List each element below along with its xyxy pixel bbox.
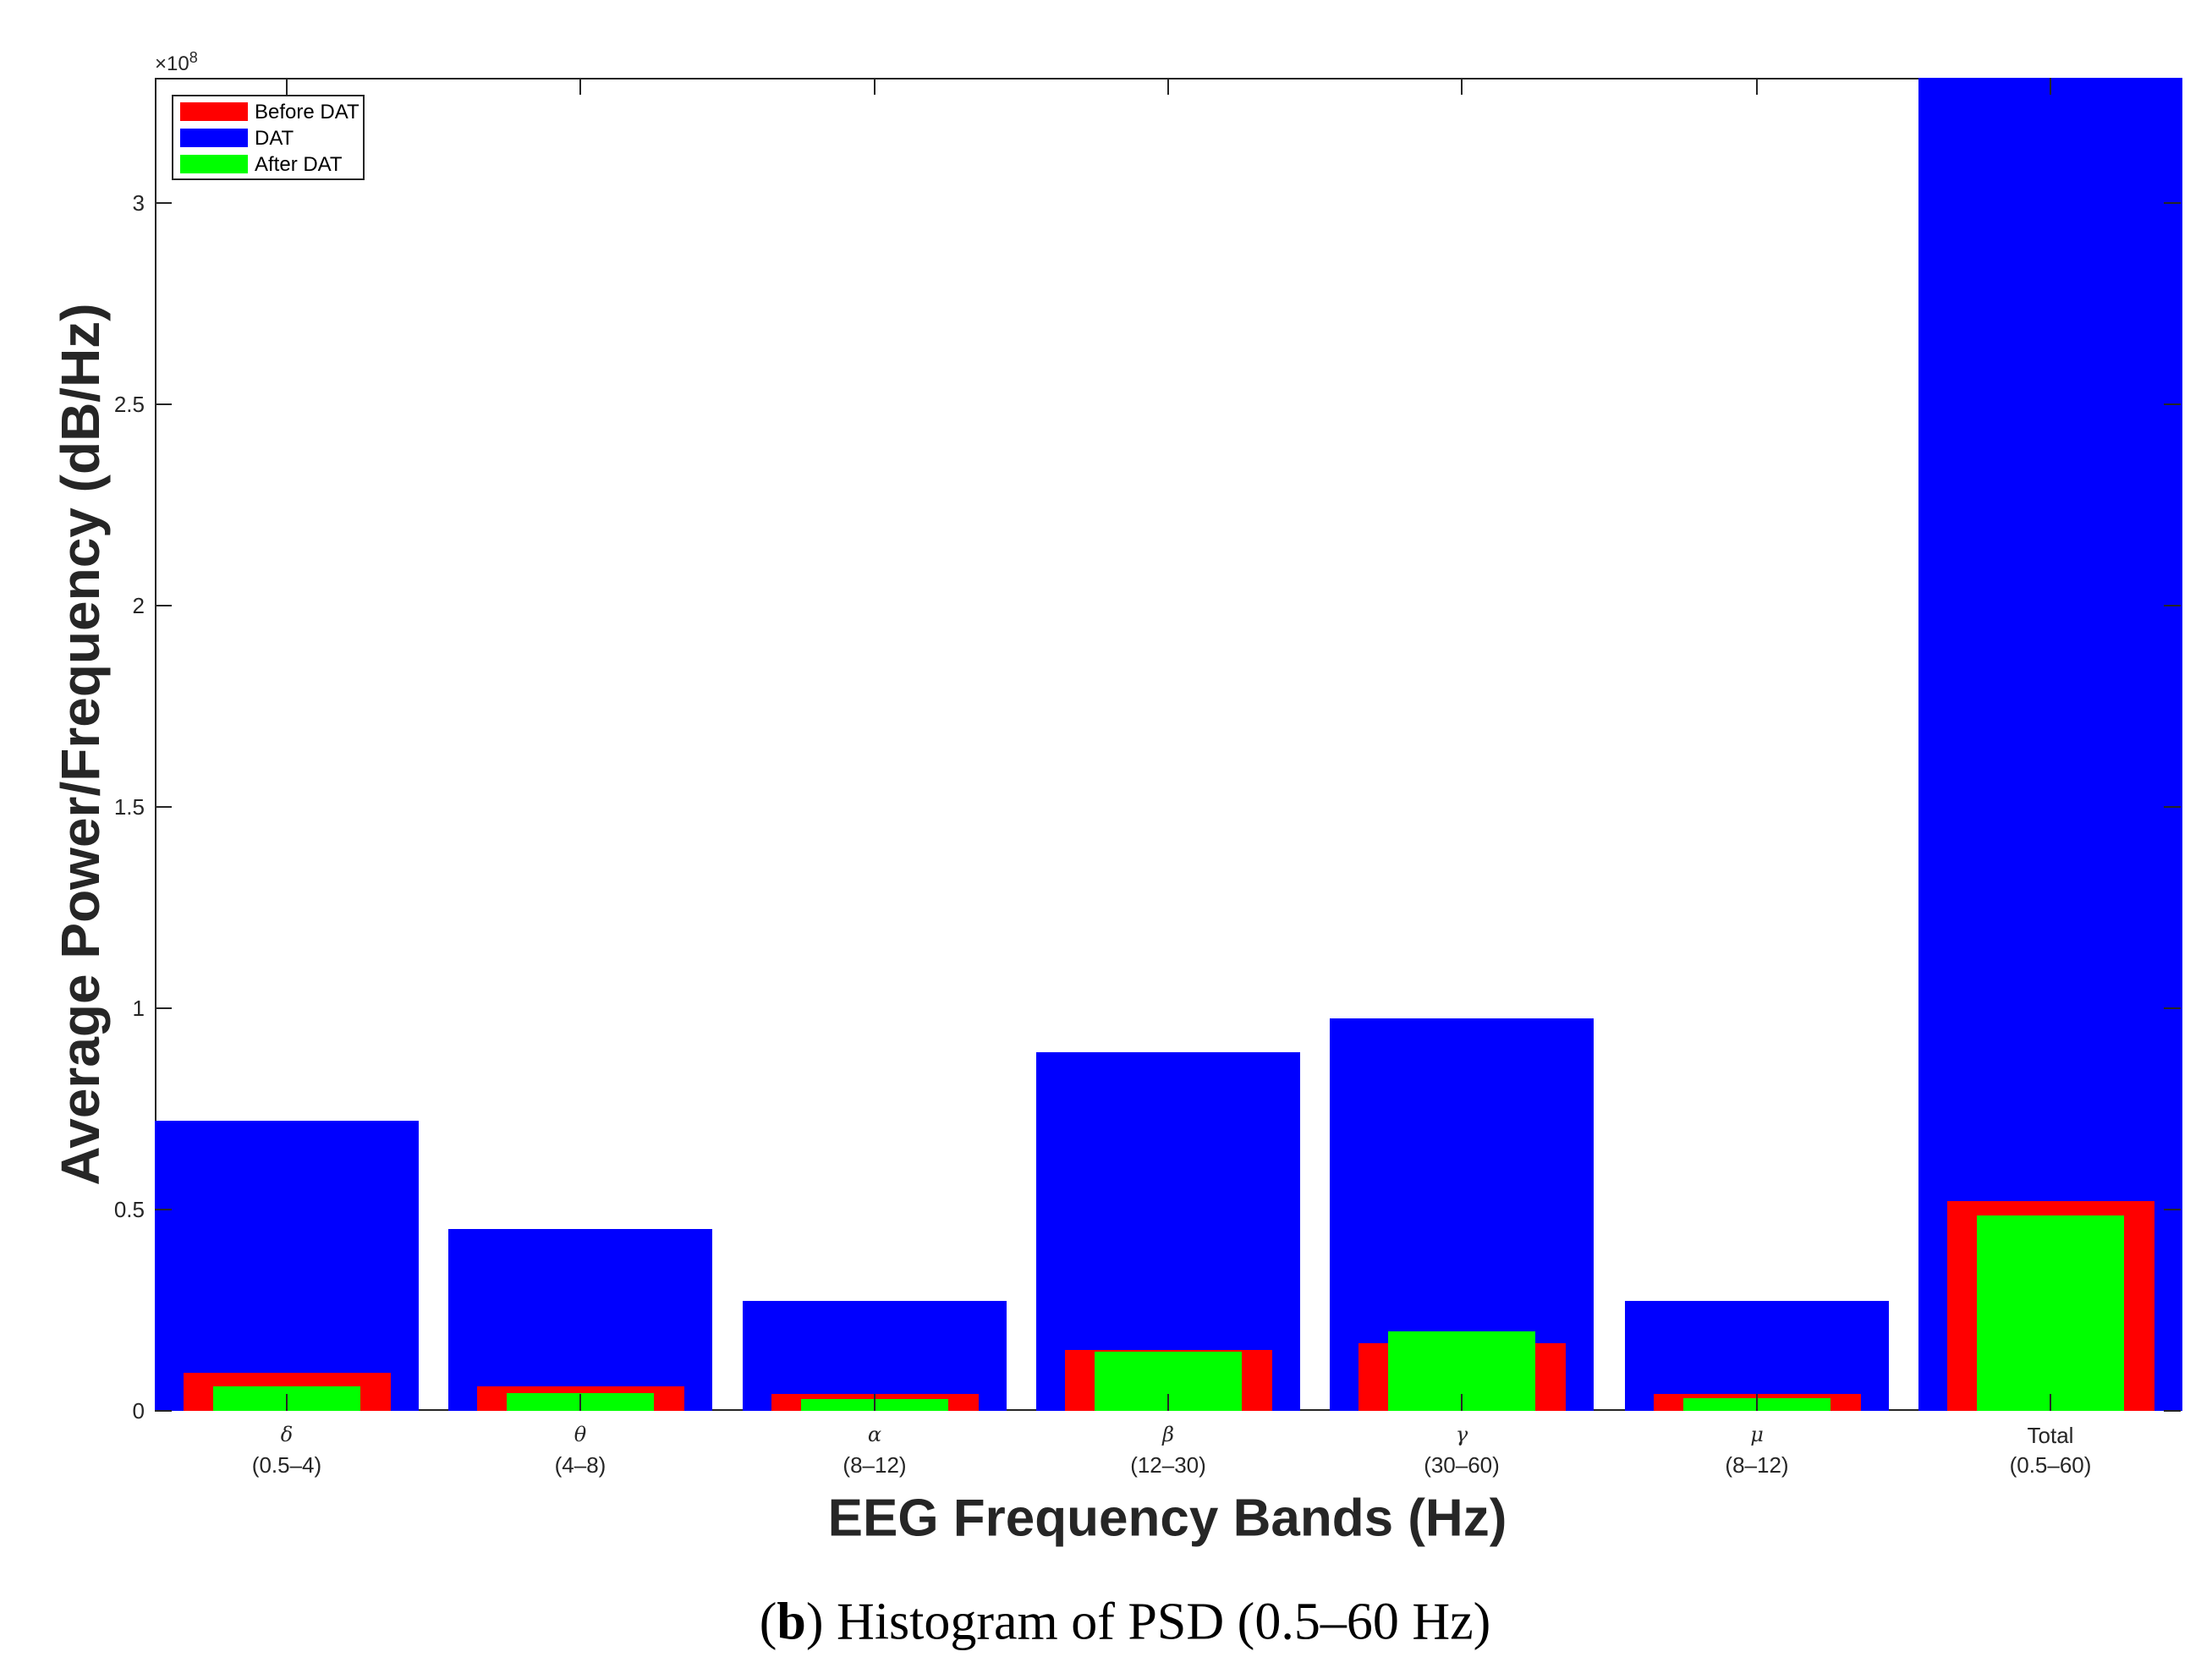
- x-tick-label-symbol: γ: [1455, 1423, 1468, 1446]
- x-tick-label-symbol: Total: [2027, 1423, 2074, 1448]
- x-tick-label-range: (12–30): [1130, 1452, 1206, 1478]
- y-tick: [155, 1410, 172, 1412]
- bar-dat: [448, 1229, 712, 1411]
- y-tick-label: 3: [132, 189, 145, 216]
- x-tick-label-symbol: δ: [280, 1423, 294, 1446]
- x-tick: [286, 78, 288, 95]
- x-tick: [874, 78, 875, 95]
- x-tick-label-range: (30–60): [1424, 1452, 1500, 1478]
- y-axis-exponent: ×108: [155, 49, 198, 75]
- y-tick-label: 2.5: [113, 391, 145, 417]
- y-tick: [2164, 1208, 2181, 1210]
- x-tick: [1756, 78, 1758, 95]
- bar-after-dat: [1977, 1215, 2124, 1411]
- x-tick: [286, 1394, 288, 1411]
- x-tick-label-symbol: α: [867, 1423, 882, 1446]
- y-tick: [155, 604, 172, 606]
- y-tick: [2164, 1410, 2181, 1412]
- y-tick: [155, 1208, 172, 1210]
- x-axis-label: EEG Frequency Bands (Hz): [827, 1489, 1507, 1548]
- y-tick-label: 1: [132, 995, 145, 1021]
- x-tick-label-symbol: β: [1162, 1423, 1174, 1446]
- y-tick: [2164, 1007, 2181, 1009]
- x-tick: [1461, 78, 1463, 95]
- y-tick: [2164, 201, 2181, 204]
- y-tick-label: 0: [132, 1398, 145, 1424]
- x-tick-label-range: (8–12): [843, 1452, 907, 1478]
- x-tick: [1167, 78, 1169, 95]
- y-axis-label: Average Power/Frequency (dB/Hz): [50, 303, 111, 1186]
- x-tick: [579, 1394, 581, 1411]
- y-tick: [155, 201, 172, 204]
- y-tick: [2164, 403, 2181, 405]
- x-tick: [1756, 1394, 1758, 1411]
- legend-swatch-before-dat: [180, 102, 248, 121]
- y-tick: [155, 1007, 172, 1009]
- x-tick: [2050, 78, 2051, 95]
- legend-label: DAT: [255, 127, 294, 150]
- legend-label: Before DAT: [255, 101, 360, 123]
- y-tick-label: 1.5: [113, 793, 145, 820]
- x-tick: [1167, 1394, 1169, 1411]
- x-tick: [874, 1394, 875, 1411]
- x-tick-label-range: (0.5–60): [2009, 1452, 2092, 1478]
- x-tick-label-symbol: θ: [574, 1423, 587, 1446]
- bar-dat: [1625, 1301, 1889, 1411]
- x-tick-label-range: (4–8): [554, 1452, 607, 1478]
- x-tick: [1461, 1394, 1463, 1411]
- y-tick: [2164, 604, 2181, 606]
- figure-caption: (b) Histogram of PSD (0.5–60 Hz): [759, 1593, 1491, 1651]
- y-tick-label: 2: [132, 592, 145, 618]
- legend-label: After DAT: [255, 153, 343, 176]
- bar-dat: [155, 1121, 419, 1411]
- x-tick: [2050, 1394, 2051, 1411]
- y-tick: [2164, 805, 2181, 808]
- bar-dat: [743, 1301, 1007, 1411]
- y-tick: [155, 403, 172, 405]
- legend: Before DAT DAT After DAT: [172, 95, 365, 180]
- y-tick-label: 0.5: [113, 1196, 145, 1222]
- y-tick: [155, 805, 172, 808]
- x-tick-label-symbol: μ: [1750, 1423, 1764, 1446]
- x-tick: [579, 78, 581, 95]
- legend-swatch-dat: [180, 129, 248, 147]
- x-tick-label-range: (0.5–4): [251, 1452, 322, 1478]
- legend-swatch-after-dat: [180, 155, 248, 173]
- bar-dat: [1918, 78, 2182, 1411]
- x-tick-label-range: (8–12): [1725, 1452, 1789, 1478]
